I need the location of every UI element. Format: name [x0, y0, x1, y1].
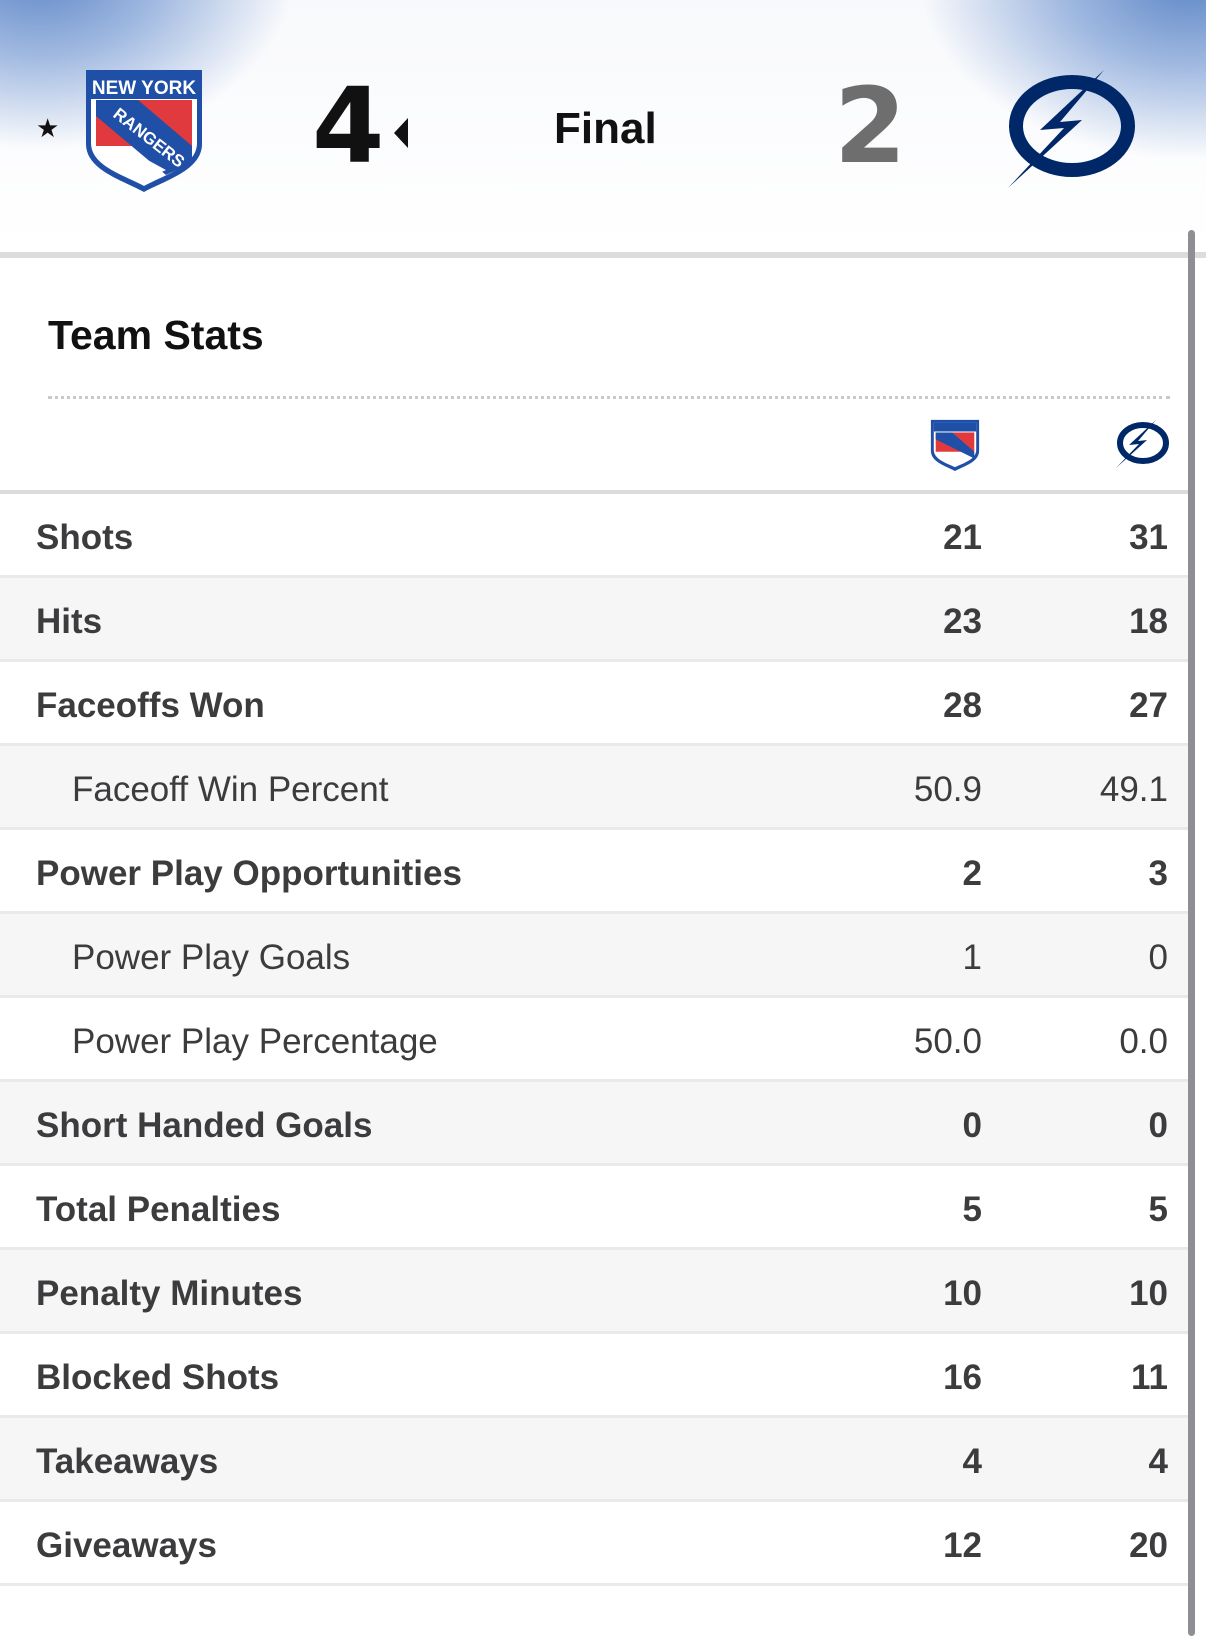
stat-home-value: 12	[943, 1526, 982, 1565]
stat-home-value: 50.0	[913, 1022, 982, 1061]
stat-away-value: 20	[1129, 1526, 1168, 1565]
stat-row: Hits 23 18	[0, 578, 1188, 662]
stat-row: Power Play Opportunities 2 3	[0, 830, 1188, 914]
stat-away-value: 5	[1148, 1190, 1168, 1229]
stat-label: Shots	[36, 518, 134, 557]
scoreboard-header: ★ NEW YORK RANGERS 4 Final 2	[0, 0, 1206, 258]
stat-away-value: 49.1	[1099, 770, 1168, 809]
stats-table: Shots 21 31 Hits 23 18 Faceoffs Won 28 27 Faceoff…	[0, 494, 1188, 1586]
stat-row: Faceoff Win Percent 50.9 49.1	[0, 746, 1188, 830]
stat-row: Power Play Goals 1 0	[0, 914, 1188, 998]
stat-label: Giveaways	[36, 1526, 217, 1565]
stat-row: Penalty Minutes 10 10	[0, 1250, 1188, 1334]
stat-label: Faceoffs Won	[36, 686, 265, 725]
stat-label: Penalty Minutes	[36, 1274, 303, 1313]
stat-away-value: 27	[1129, 686, 1168, 725]
stat-label: Hits	[36, 602, 103, 641]
stat-label: Takeaways	[36, 1442, 219, 1481]
stat-away-value: 0.0	[1119, 1022, 1168, 1061]
stat-home-value: 50.9	[913, 770, 982, 809]
header-divider	[0, 490, 1188, 494]
title-divider	[48, 396, 1170, 399]
stat-away-value: 3	[1148, 854, 1168, 893]
stat-row: Shots 21 31	[0, 494, 1188, 578]
away-score: 2	[834, 65, 906, 187]
stat-row: Total Penalties 5 5	[0, 1166, 1188, 1250]
stat-away-value: 4	[1148, 1442, 1168, 1481]
stat-home-value: 21	[943, 518, 982, 557]
stat-label: Total Penalties	[36, 1190, 281, 1229]
stat-row: Takeaways 4 4	[0, 1418, 1188, 1502]
stat-row: Power Play Percentage 50.0 0.0	[0, 998, 1188, 1082]
stat-away-value: 0	[1148, 1106, 1168, 1145]
stat-home-value: 0	[962, 1106, 982, 1145]
stat-label: Power Play Goals	[72, 938, 351, 977]
winner-caret-icon	[394, 118, 408, 148]
stat-away-value: 0	[1148, 938, 1168, 977]
home-score: 4	[312, 65, 384, 187]
stat-row: Short Handed Goals 0 0	[0, 1082, 1188, 1166]
stat-label: Short Handed Goals	[36, 1106, 373, 1145]
stat-label: Power Play Opportunities	[36, 854, 462, 893]
game-status: Final	[554, 104, 657, 153]
stat-home-value: 1	[962, 938, 982, 977]
stat-home-value: 28	[943, 686, 982, 725]
winner-star-icon: ★	[36, 113, 60, 143]
team-stats-card: Team Stats Shots 21 31 Hits 23 18 Faceoffs Won…	[0, 270, 1188, 1636]
stat-label: Power Play Percentage	[72, 1022, 438, 1061]
stat-label: Blocked Shots	[36, 1358, 280, 1397]
rangers-logo-icon[interactable]: NEW YORK RANGERS	[82, 66, 206, 194]
stat-away-value: 18	[1129, 602, 1168, 641]
stat-home-value: 10	[943, 1274, 982, 1313]
rangers-logo-text: NEW YORK	[92, 78, 196, 99]
stat-home-value: 5	[962, 1190, 982, 1229]
scrollbar[interactable]	[1188, 230, 1195, 1636]
stat-home-value: 2	[962, 854, 982, 893]
stat-row: Blocked Shots 16 11	[0, 1334, 1188, 1418]
team-stats-title: Team Stats	[48, 312, 264, 358]
stat-row: Faceoffs Won 28 27	[0, 662, 1188, 746]
stat-row: Giveaways 12 20	[0, 1502, 1188, 1586]
stat-away-value: 11	[1131, 1358, 1168, 1397]
stat-away-value: 10	[1129, 1274, 1168, 1313]
lightning-logo-icon[interactable]	[1000, 68, 1136, 192]
rangers-column-logo-icon	[930, 419, 980, 472]
stat-home-value: 16	[943, 1358, 982, 1397]
lightning-column-logo-icon	[1116, 420, 1169, 468]
stat-home-value: 4	[962, 1442, 982, 1481]
stat-label: Faceoff Win Percent	[72, 770, 389, 809]
stat-home-value: 23	[943, 602, 982, 641]
stat-away-value: 31	[1129, 518, 1168, 557]
